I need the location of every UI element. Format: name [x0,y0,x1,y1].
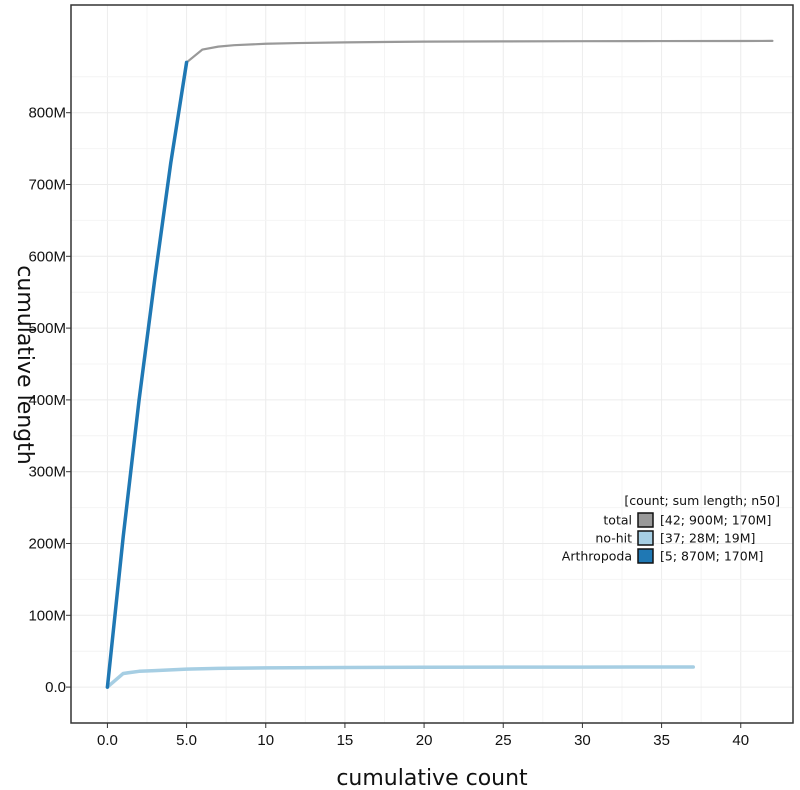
legend-label-arthropoda: Arthropoda [562,549,632,564]
x-tick-label: 10 [257,732,274,749]
legend-label-no-hit: no-hit [595,531,632,546]
plot-frame [70,4,794,724]
legend-swatch-arthropoda [637,548,654,564]
legend-stats-total: [42; 900M; 170M] [660,513,771,528]
x-tick-label: 40 [732,732,749,749]
series-lines [105,39,774,689]
y-tick-label: 800M [28,105,66,122]
legend-swatch-no-hit [637,530,654,546]
y-tick-label: 300M [28,464,66,481]
legend-stats-no-hit: [37; 28M; 19M] [660,531,755,546]
legend-title: [count; sum length; n50] [624,493,780,508]
x-tick-label: 35 [653,732,670,749]
x-tick-label: 5.0 [176,732,197,749]
y-tick-label: 500M [28,320,66,337]
y-tick-label: 600M [28,248,66,265]
x-tick-label: 25 [495,732,512,749]
legend-swatch-total [637,512,654,528]
x-tick-label: 0.0 [97,732,118,749]
x-axis-title: cumulative count [336,766,528,790]
y-tick-label: 400M [28,392,66,409]
series-line-no-hit [105,665,695,689]
legend-stats-arthropoda: [5; 870M; 170M] [660,549,763,564]
x-tick-label: 15 [337,732,354,749]
y-tick-label: 0.0 [45,679,66,696]
legend: [count; sum length; n50] total [42; 900M;… [562,493,780,564]
x-axis: 0.0 5.0 10 15 20 25 30 35 40 [97,723,749,749]
legend-label-total: total [603,513,632,528]
y-tick-label: 100M [28,607,66,624]
grid [71,5,793,723]
y-tick-label: 200M [28,536,66,553]
x-tick-label: 30 [574,732,591,749]
series-line-arthropoda [105,60,189,689]
y-tick-label: 700M [28,177,66,194]
y-axis-title: cumulative length [12,265,37,464]
y-axis: 0.0 100M 200M 300M 400M 500M 600M 700M 800M [28,105,71,696]
x-tick-label: 20 [416,732,433,749]
